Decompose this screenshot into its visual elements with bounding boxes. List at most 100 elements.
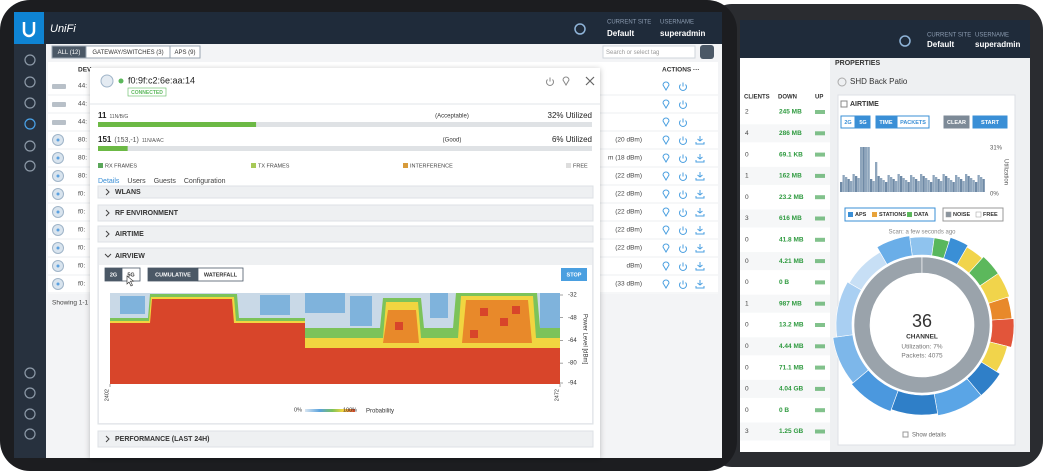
power-icon (679, 100, 687, 109)
device-name: f0: (78, 245, 85, 252)
power-cell: m (18 dBm) (608, 155, 642, 162)
column-header: UP (815, 95, 823, 101)
start-button-label: START (981, 120, 1000, 126)
device-name: f0: (78, 227, 85, 234)
history-bar (887, 175, 890, 192)
clients-cell: 3 (745, 428, 749, 435)
user-name: superadmin (660, 29, 705, 38)
detail-tab[interactable]: Details (98, 178, 120, 185)
show-details: Show details (912, 433, 946, 439)
logo-mark (22, 22, 36, 38)
history-bar (877, 176, 880, 192)
history-bar (862, 147, 865, 192)
section[interactable] (97, 185, 594, 199)
mode-button[interactable] (197, 267, 244, 282)
history-bar (870, 179, 873, 192)
channel-utilization: Utilization: 7% (901, 344, 942, 351)
download-icon (695, 154, 705, 163)
ap-led (56, 282, 60, 286)
power-icon (679, 190, 687, 199)
chevron (105, 188, 110, 196)
power-icon (679, 118, 687, 127)
up-cell (815, 259, 825, 264)
user-name: superadmin (975, 40, 1020, 49)
legend-label: DATA (914, 212, 928, 218)
up-cell (815, 301, 825, 306)
stop-button[interactable] (561, 268, 587, 281)
down-cell: 13.2 MB (779, 322, 804, 329)
history-bar (935, 177, 938, 192)
ap-led (56, 246, 60, 250)
up-cell (815, 280, 825, 285)
history-bar (905, 180, 908, 192)
pin-icon (662, 117, 670, 127)
metric-button-label: PACKETS (900, 120, 926, 126)
x-tick-label: 2472 (554, 389, 560, 401)
icon-stroke (679, 84, 687, 91)
history-bar (977, 175, 980, 192)
history-bar (885, 182, 888, 192)
clients-cell: 0 (745, 407, 749, 414)
device-mac: f0:9f:c2:6e:aa:14 (128, 75, 195, 85)
donut-core (874, 277, 970, 373)
noise-ring (853, 256, 991, 394)
filter-label: ALL (12) (58, 50, 81, 56)
legend-swatch (975, 211, 982, 218)
chevron (105, 230, 110, 238)
clear-button-label: CLEAR (947, 120, 966, 126)
side-bar (14, 44, 46, 458)
clients-cell: 3 (745, 215, 749, 222)
nav-icon (24, 76, 36, 88)
history-bar (847, 179, 850, 192)
icon-stroke (679, 174, 687, 181)
down-cell: 4.21 MB (779, 258, 804, 265)
legend-label: FREE (983, 212, 998, 218)
icon-stroke (546, 79, 554, 86)
heat-noise (305, 293, 345, 313)
history-bar (910, 175, 913, 192)
refresh-icon (899, 35, 911, 47)
section[interactable] (97, 430, 594, 448)
column-header: ACTIONS ··· (662, 67, 700, 74)
power-cell: (22 dBm) (615, 227, 642, 234)
device-name: f0: (78, 263, 85, 270)
pin-icon (562, 76, 570, 86)
power-icon (679, 82, 687, 91)
utilization-bar (98, 146, 128, 151)
print-button (700, 45, 714, 59)
history-bar (930, 182, 933, 192)
detail-tab[interactable]: Configuration (184, 178, 226, 185)
up-cell (815, 323, 825, 327)
device-name: f0: (78, 191, 85, 198)
nav-icon (24, 408, 36, 420)
history-bar (925, 178, 928, 192)
heat-noise (540, 293, 560, 333)
power-icon (679, 172, 687, 181)
section-title: AIRVIEW (115, 253, 145, 260)
pin-icon (662, 279, 670, 289)
down-cell: 0 B (779, 407, 789, 414)
close-icon (585, 76, 595, 86)
history-bar (940, 181, 943, 192)
heat-hotspot (470, 330, 478, 338)
detail-tab[interactable]: Guests (154, 178, 177, 185)
section[interactable] (97, 204, 594, 222)
switch-icon (52, 102, 66, 107)
x-tick-label: 2402 (104, 389, 110, 401)
search-placeholder: Search or select tag (606, 50, 659, 56)
device-name: 80: (78, 173, 87, 180)
power-cell: dBm) (626, 263, 642, 270)
clients-cell: 1 (745, 173, 749, 180)
stop-label: STOP (567, 272, 582, 278)
detail-tab[interactable]: Users (127, 178, 146, 185)
pin-icon (662, 207, 670, 217)
section[interactable] (97, 225, 594, 243)
collapse-icon (840, 100, 848, 108)
filter-tab[interactable] (169, 45, 201, 59)
filter-label: APS (9) (174, 50, 195, 56)
legend-group (942, 207, 1004, 222)
history-bar (975, 182, 978, 192)
top-bar (14, 12, 722, 44)
